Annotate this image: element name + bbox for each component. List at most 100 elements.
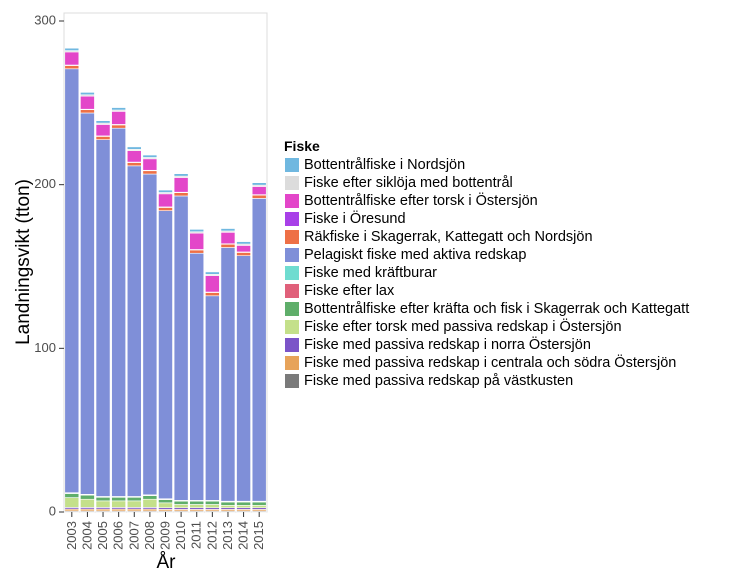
legend-key-swatch bbox=[284, 301, 300, 317]
legend-item: Bottentrålfiske efter torsk i Östersjön bbox=[284, 192, 689, 210]
legend-label: Fiske efter lax bbox=[304, 283, 395, 299]
bar-segment-2009-8 bbox=[158, 207, 173, 211]
legend-key-swatch bbox=[284, 265, 300, 281]
legend-key-swatch bbox=[284, 247, 300, 263]
bar-segment-2006-7 bbox=[111, 127, 126, 497]
bar-segment-2008-12 bbox=[142, 154, 158, 158]
legend-item: Fiske i Öresund bbox=[284, 210, 689, 228]
bar-segment-2010-10 bbox=[173, 177, 189, 193]
bar-segment-2014-3 bbox=[236, 504, 251, 509]
bar-segment-2008-8 bbox=[142, 170, 158, 175]
bar-segment-2004-4 bbox=[80, 494, 95, 500]
legend-key-swatch bbox=[284, 229, 300, 245]
legend-label: Pelagiskt fiske med aktiva redskap bbox=[304, 247, 527, 263]
bar-segment-2003-8 bbox=[64, 65, 80, 70]
bar-segment-2011-4 bbox=[189, 500, 205, 505]
x-tick-label: 2011 bbox=[189, 521, 204, 549]
bar-segment-2014-4 bbox=[236, 501, 251, 506]
legend-item: Fiske med passiva redskap i centrala och… bbox=[284, 354, 689, 372]
y-tick-label: 300 bbox=[34, 12, 56, 27]
bar-segment-2012-3 bbox=[205, 504, 220, 509]
bar-segment-2003-12 bbox=[64, 47, 80, 51]
bar-segment-2005-8 bbox=[95, 136, 111, 140]
legend-label: Bottentrålfiske i Nordsjön bbox=[304, 157, 466, 173]
legend-label: Fiske efter torsk med passiva redskap i … bbox=[304, 319, 622, 335]
y-tick-label: 0 bbox=[49, 503, 56, 518]
bar-segment-2006-12 bbox=[111, 107, 126, 111]
x-tick-label: 2004 bbox=[79, 521, 94, 550]
legend-label: Bottentrålfiske efter kräfta och fisk i … bbox=[304, 301, 690, 317]
bar-segment-2015-12 bbox=[251, 182, 267, 186]
legend-item: Bottentrålfiske efter kräfta och fisk i … bbox=[284, 300, 689, 318]
legend-label: Fiske med passiva redskap på västkusten bbox=[304, 373, 574, 389]
legend-item: Fiske efter lax bbox=[284, 282, 689, 300]
bar-segment-2003-3 bbox=[64, 497, 80, 508]
legend-key-swatch bbox=[284, 319, 300, 335]
legend-label: Fiske med passiva redskap i norra Östers… bbox=[304, 337, 591, 353]
bar-segment-2011-10 bbox=[189, 232, 205, 250]
bar-segment-2006-10 bbox=[111, 111, 126, 125]
bar-segment-2004-7 bbox=[80, 112, 95, 495]
bar-segment-2011-7 bbox=[189, 252, 205, 501]
bar-segment-2006-3 bbox=[111, 500, 126, 508]
bar-segment-2015-3 bbox=[251, 504, 267, 509]
x-tick-label: 2010 bbox=[173, 521, 188, 550]
bar-segment-2012-7 bbox=[205, 295, 220, 501]
bar-segment-2012-10 bbox=[205, 275, 220, 293]
legend-label: Räkfiske i Skagerrak, Kattegatt och Nord… bbox=[304, 229, 593, 245]
legend-label: Fiske i Öresund bbox=[304, 211, 406, 227]
y-tick-label: 100 bbox=[34, 340, 56, 355]
x-tick-label: 2007 bbox=[126, 521, 141, 550]
y-tick-label: 200 bbox=[34, 176, 56, 191]
bar-segment-2006-4 bbox=[111, 496, 126, 502]
bar-segment-2005-3 bbox=[95, 500, 111, 508]
legend-key-swatch bbox=[284, 175, 300, 191]
bar-segment-2012-12 bbox=[205, 271, 220, 275]
legend-label: Bottentrålfiske efter torsk i Östersjön bbox=[304, 193, 538, 209]
bar-segment-2013-7 bbox=[220, 247, 236, 502]
legend-item: Räkfiske i Skagerrak, Kattegatt och Nord… bbox=[284, 228, 689, 246]
bar-segment-2012-8 bbox=[205, 292, 220, 297]
bar-segment-2014-12 bbox=[236, 241, 251, 245]
legend: Fiske Bottentrålfiske i Nordsjön Fiske ef… bbox=[284, 138, 689, 390]
bar-segment-2005-7 bbox=[95, 139, 111, 497]
x-tick-label: 2006 bbox=[111, 521, 126, 550]
legend-item: Fiske efter siklöja med bottentrål bbox=[284, 174, 689, 192]
bar-segment-2007-10 bbox=[126, 150, 142, 163]
x-tick-label: 2012 bbox=[204, 521, 219, 550]
bar-segment-2014-10 bbox=[236, 245, 251, 253]
bar-segment-2011-3 bbox=[189, 504, 205, 509]
y-axis-label: Landningsvikt (tton) bbox=[13, 179, 34, 345]
bar-segment-2011-8 bbox=[189, 249, 205, 254]
bar-segment-2013-3 bbox=[220, 504, 236, 509]
legend-key-swatch bbox=[284, 373, 300, 389]
legend-item: Pelagiskt fiske med aktiva redskap bbox=[284, 246, 689, 264]
bar-segment-2015-4 bbox=[251, 501, 267, 506]
legend-item: Fiske med passiva redskap i norra Östers… bbox=[284, 336, 689, 354]
bar-segment-2007-4 bbox=[126, 496, 142, 502]
legend-key-swatch bbox=[284, 337, 300, 353]
x-axis: 2003 2004 2005 2006 2007 2008 2009 2010 2011 2012… bbox=[64, 512, 266, 550]
bar-segment-2005-4 bbox=[95, 496, 111, 502]
bar-segment-2011-12 bbox=[189, 229, 205, 233]
x-tick-label: 2005 bbox=[95, 521, 110, 550]
bar-segment-2008-3 bbox=[142, 498, 158, 508]
x-tick-label: 2009 bbox=[158, 521, 173, 550]
bar-segment-2013-12 bbox=[220, 228, 236, 232]
legend-label: Fiske med kräftburar bbox=[304, 265, 437, 281]
x-tick-label: 2015 bbox=[251, 521, 266, 550]
legend-key-swatch bbox=[284, 355, 300, 371]
bar-segment-2008-7 bbox=[142, 173, 158, 496]
x-tick-label: 2013 bbox=[220, 521, 235, 550]
bar-segment-2010-8 bbox=[173, 192, 189, 197]
bar-segment-2004-12 bbox=[80, 92, 95, 96]
bar-segment-2008-4 bbox=[142, 495, 158, 500]
bar-segment-2005-10 bbox=[95, 124, 111, 137]
x-tick-label: 2014 bbox=[236, 521, 251, 550]
legend-title: Fiske bbox=[284, 138, 320, 154]
bar-segment-2004-10 bbox=[80, 95, 95, 110]
legend-item: Fiske med kräftburar bbox=[284, 264, 689, 282]
bar-segment-2012-4 bbox=[205, 500, 220, 505]
bar-segment-2009-12 bbox=[158, 189, 173, 193]
